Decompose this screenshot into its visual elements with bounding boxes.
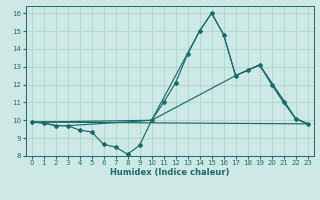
X-axis label: Humidex (Indice chaleur): Humidex (Indice chaleur) [110, 168, 229, 177]
